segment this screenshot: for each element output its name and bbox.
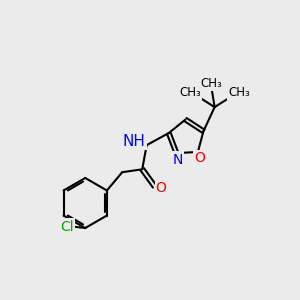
Text: N: N: [173, 153, 183, 166]
Text: CH₃: CH₃: [180, 86, 201, 100]
Text: CH₃: CH₃: [228, 86, 250, 100]
Text: CH₃: CH₃: [201, 77, 223, 90]
Text: Cl: Cl: [60, 220, 74, 234]
Text: NH: NH: [123, 134, 146, 149]
Text: O: O: [194, 152, 205, 165]
Text: O: O: [156, 181, 167, 195]
